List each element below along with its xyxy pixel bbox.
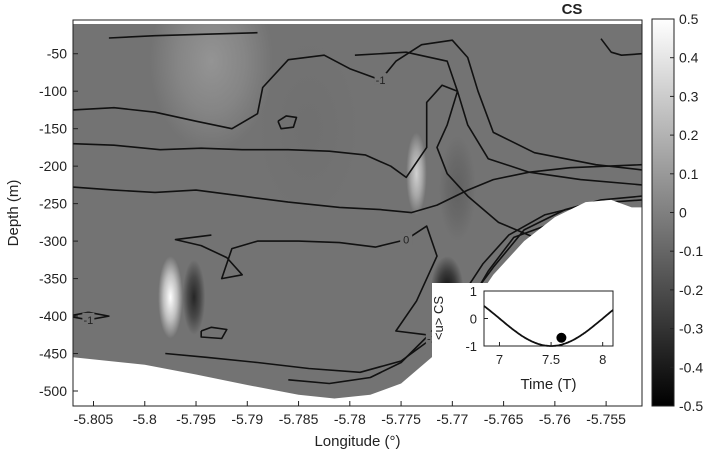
colorbar-tick-label: -0.1 [679, 243, 703, 259]
inset-x-tick-label: 7.5 [542, 352, 560, 367]
inset-series-line [483, 305, 614, 347]
x-tick-label: -5.785 [279, 411, 319, 427]
contour-label: 0 [403, 235, 409, 247]
colorbar-tick-label: 0 [679, 205, 687, 221]
inset-x-tick-label: 7 [496, 352, 503, 367]
y-tick-label: -100 [39, 83, 67, 99]
y-tick-label: -300 [39, 233, 67, 249]
inset-y-tick-label: -1 [465, 339, 477, 354]
contour-line [200, 326, 228, 340]
inset-marker [556, 332, 567, 343]
x-tick-label: -5.79 [231, 411, 263, 427]
colorbar-tick-label: 0.2 [679, 127, 699, 143]
contour-label: -1 [376, 75, 386, 87]
inset-y-axis-label: <u> CS [431, 296, 446, 340]
x-tick-label: -5.755 [586, 411, 626, 427]
y-tick-label: -400 [39, 308, 67, 324]
x-tick-label: -5.77 [436, 411, 468, 427]
contour-label-bg [82, 312, 95, 325]
colorbar-tick-label: -0.4 [679, 359, 703, 375]
inset-x-axis-label: Time (T) [520, 376, 576, 393]
y-tick-label: -450 [39, 346, 67, 362]
colorbar-tick-label: 0.1 [679, 166, 699, 182]
contour-line [600, 38, 642, 56]
x-tick-label: -5.765 [484, 411, 524, 427]
contour-label-bg [374, 72, 387, 85]
colorbar-tick-label: -0.3 [679, 321, 703, 337]
contour-line [277, 115, 298, 130]
contour-label: -1 [83, 315, 93, 327]
contour-line [73, 84, 642, 186]
y-tick-label: -250 [39, 196, 67, 212]
inset-frame [483, 290, 614, 347]
colorbar-tick-label: -0.5 [679, 398, 703, 414]
x-tick-label: -5.775 [381, 411, 421, 427]
field-feature [158, 256, 183, 339]
chart-title: CS [562, 1, 583, 18]
x-tick-label: -5.78 [334, 411, 366, 427]
contour-line [108, 31, 258, 39]
colorbar-tick-label: 0.4 [679, 50, 699, 66]
y-tick-label: -500 [39, 383, 67, 399]
field-feature [257, 38, 361, 219]
y-tick-label: -200 [39, 158, 67, 174]
field-feature [406, 132, 427, 215]
x-tick-label: -5.795 [176, 411, 216, 427]
inset-y-tick-label: 1 [470, 284, 477, 299]
x-axis-label: Longitude (°) [314, 433, 400, 450]
contour-label-bg [400, 232, 413, 245]
x-tick-label: -5.76 [539, 411, 571, 427]
x-tick-label: -5.805 [74, 411, 114, 427]
colorbar-tick-label: -0.2 [679, 282, 703, 298]
field-feature [182, 259, 206, 335]
x-tick-label: -5.8 [133, 411, 157, 427]
inset: 7 7.5 8 1 0 -1 Time (T) <u> CS [431, 283, 622, 393]
inset-x-tick-label: 8 [599, 352, 606, 367]
top-mask [73, 20, 642, 24]
y-tick-label: -150 [39, 121, 67, 137]
inset-y-tick-label: 0 [470, 312, 477, 327]
field-feature [439, 136, 476, 242]
contour-line [73, 163, 642, 214]
colorbar-tick-label: 0.5 [679, 11, 699, 27]
contour-line [73, 39, 642, 171]
colorbar-tick-label: 0.3 [679, 88, 699, 104]
y-tick-label: -350 [39, 271, 67, 287]
y-tick-label: -50 [47, 46, 67, 62]
y-axis-label: Depth (m) [5, 180, 22, 247]
axes-frame [72, 19, 643, 407]
contour-label: -1 [427, 334, 437, 346]
